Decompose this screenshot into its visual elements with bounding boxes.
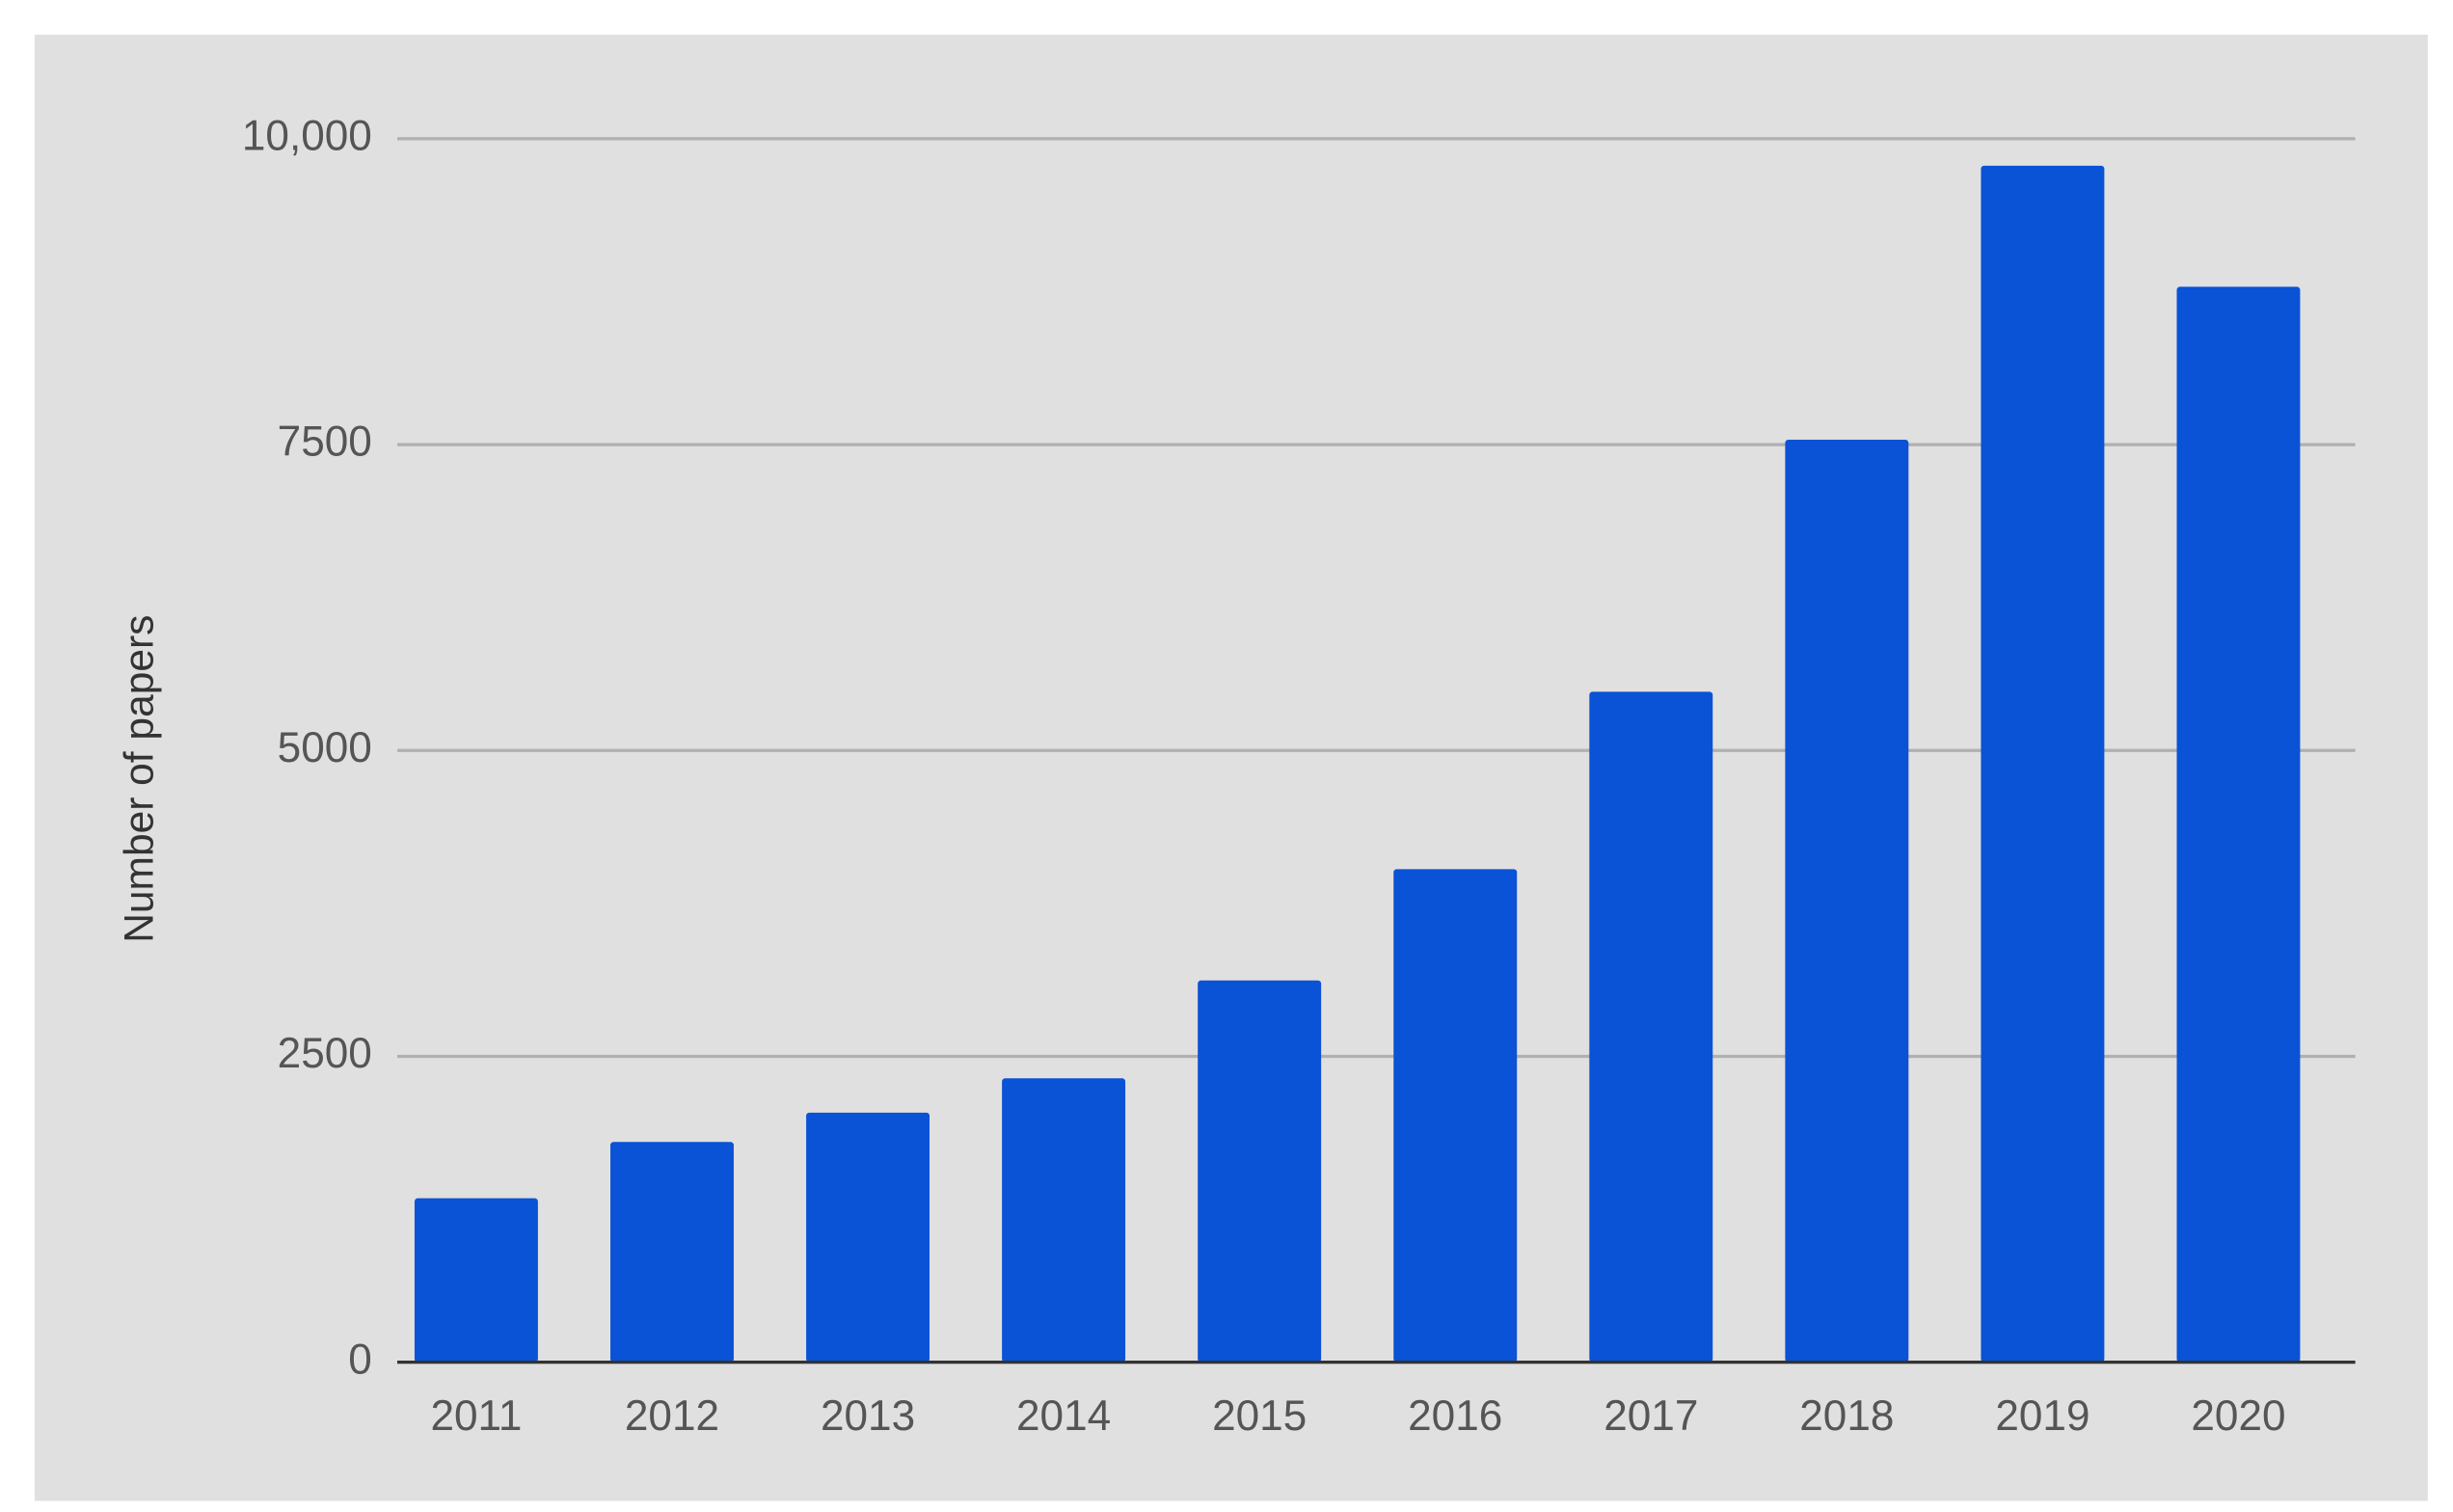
bar [2176, 286, 2301, 1363]
bar [1002, 1078, 1126, 1363]
bar [414, 1198, 538, 1363]
x-tick-label: 2015 [1212, 1392, 1307, 1440]
x-tick-label: 2019 [1995, 1392, 2089, 1440]
bar [1785, 440, 1909, 1363]
bar [1198, 980, 1322, 1363]
x-tick-label: 2013 [821, 1392, 915, 1440]
y-tick-label: 2500 [278, 1030, 372, 1077]
y-tick-label: 0 [348, 1336, 372, 1383]
y-tick-label: 10,000 [242, 113, 372, 160]
y-tick-label: 7500 [278, 418, 372, 466]
x-tick-label: 2020 [2191, 1392, 2285, 1440]
x-tick-label: 2018 [1799, 1392, 1894, 1440]
x-tick-label: 2016 [1408, 1392, 1502, 1440]
bar [1589, 691, 1713, 1363]
y-tick-label: 5000 [278, 724, 372, 771]
x-tick-label: 2012 [625, 1392, 719, 1440]
x-tick-label: 2017 [1604, 1392, 1698, 1440]
x-tick-label: 2011 [430, 1392, 522, 1440]
bar [806, 1112, 930, 1363]
y-axis-label: Number of papers [117, 615, 162, 943]
bar [1393, 869, 1518, 1363]
bar [610, 1142, 734, 1363]
x-tick-label: 2014 [1016, 1392, 1111, 1440]
bar [1981, 165, 2105, 1363]
